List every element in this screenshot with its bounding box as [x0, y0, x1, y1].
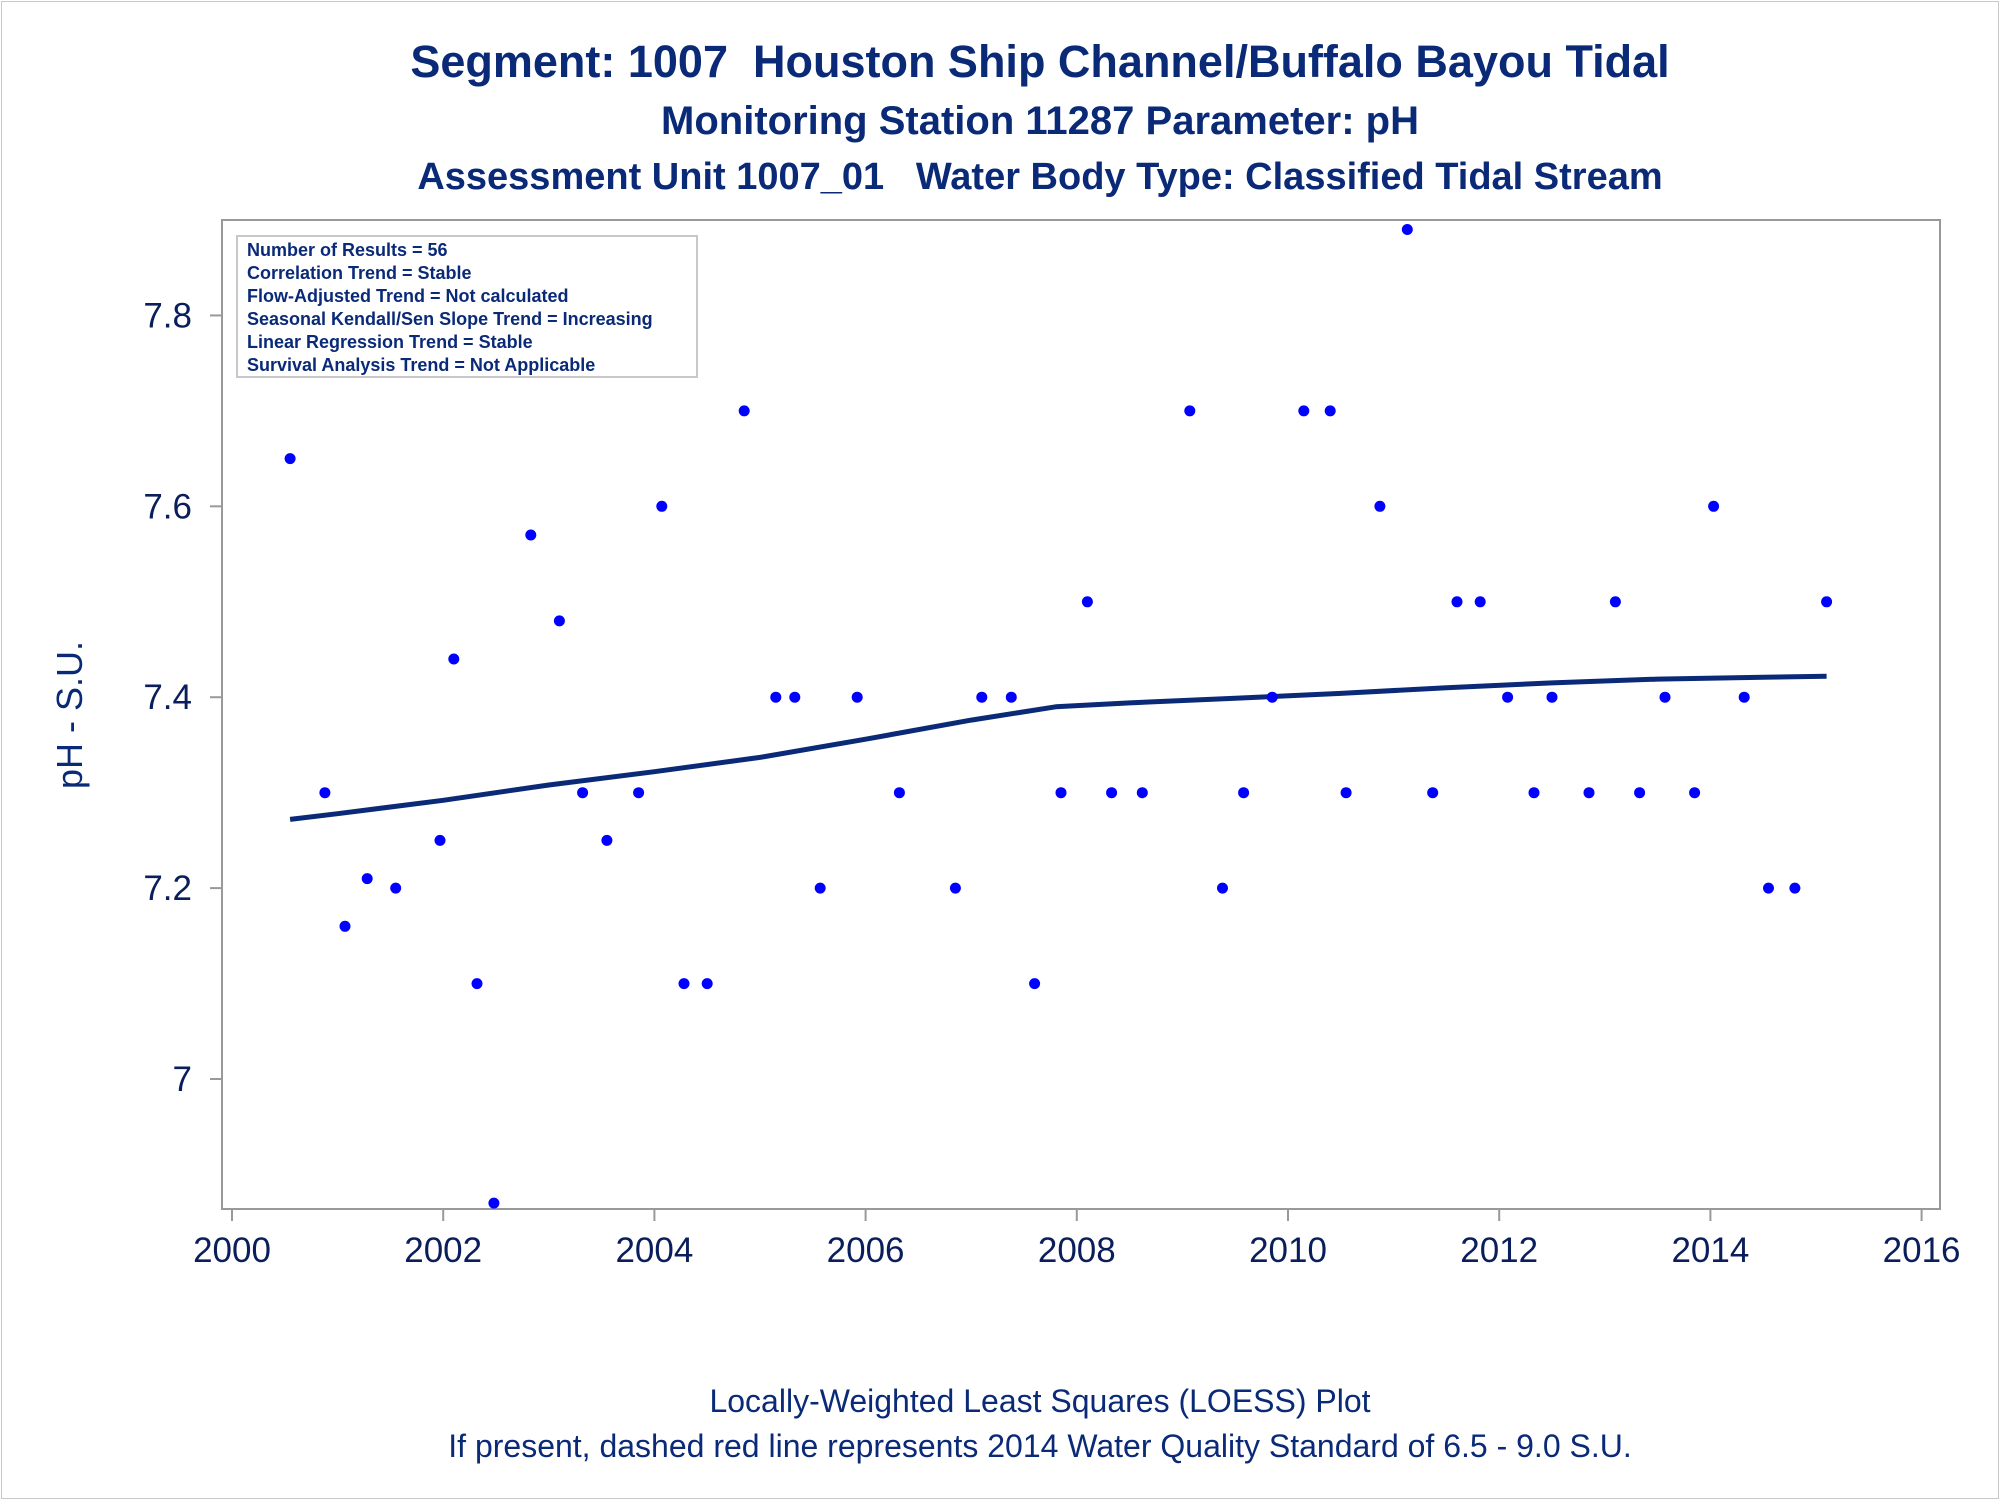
footnote-standard: If present, dashed red line represents 2… — [448, 1428, 1632, 1464]
data-point — [1217, 882, 1228, 894]
data-point — [893, 787, 905, 799]
data-point — [1266, 691, 1278, 703]
data-point — [1106, 787, 1118, 799]
data-point — [553, 615, 565, 627]
data-point — [1427, 787, 1439, 799]
data-point — [789, 691, 801, 703]
data-point — [633, 787, 645, 799]
loess-trend-line — [289, 673, 1827, 822]
footnote-loess: Locally-Weighted Least Squares (LOESS) P… — [709, 1383, 1371, 1419]
data-point — [976, 691, 988, 703]
data-point — [678, 978, 690, 990]
data-point — [448, 653, 460, 665]
legend-line-results: Number of Results = 56 — [247, 240, 448, 260]
data-point — [1821, 596, 1833, 608]
data-point — [339, 920, 351, 932]
data-point — [488, 1197, 500, 1209]
x-tick-label: 2016 — [1883, 1231, 1961, 1270]
data-point — [1055, 787, 1067, 799]
data-point — [851, 691, 863, 703]
chart-subtitle-2: Assessment Unit 1007_01 Water Body Type:… — [417, 156, 1663, 198]
data-point — [814, 882, 826, 894]
x-tick-label: 2012 — [1460, 1231, 1538, 1270]
data-point — [1324, 405, 1336, 417]
y-tick-label: 7.8 — [143, 296, 192, 335]
y-axis-label: pH - S.U. — [49, 641, 90, 789]
data-point — [1789, 882, 1801, 894]
data-point — [1184, 405, 1196, 417]
data-point — [1136, 787, 1148, 799]
data-marks — [284, 224, 1833, 1209]
data-point — [1298, 405, 1310, 417]
data-point — [738, 405, 750, 417]
data-point — [284, 453, 296, 465]
chart-title: Segment: 1007 Houston Ship Channel/Buffa… — [410, 36, 1670, 87]
stats-legend-box — [236, 235, 698, 378]
data-point — [1451, 596, 1463, 608]
x-tick-label: 2014 — [1671, 1231, 1749, 1270]
legend-line-correlation: Correlation Trend = Stable — [247, 263, 472, 283]
y-tick-label: 7.6 — [143, 487, 192, 526]
data-point — [361, 873, 373, 885]
data-point — [1659, 691, 1671, 703]
legend-line-seasonal-kendall: Seasonal Kendall/Sen Slope Trend = Incre… — [247, 309, 653, 329]
x-tick-label: 2004 — [615, 1231, 693, 1270]
x-tick-label: 2006 — [827, 1231, 905, 1270]
data-point — [1340, 787, 1352, 799]
axes: 2000 2002 2004 2006 2008 2010 2012 2014 2016 7 7.2… — [143, 296, 1960, 1270]
x-tick-label: 2002 — [404, 1231, 482, 1270]
data-point — [434, 834, 446, 846]
data-point — [1583, 787, 1595, 799]
data-point — [656, 500, 668, 512]
y-tick-label: 7.4 — [143, 678, 192, 717]
data-point — [601, 834, 613, 846]
y-tick-label: 7 — [173, 1060, 192, 1099]
data-point — [525, 529, 537, 541]
data-point — [770, 691, 782, 703]
data-point — [1502, 691, 1514, 703]
data-point — [1029, 978, 1041, 990]
data-point — [1609, 596, 1621, 608]
data-point — [1634, 787, 1646, 799]
data-point — [1738, 691, 1750, 703]
y-tick-label: 7.2 — [143, 869, 192, 908]
data-point — [1528, 787, 1540, 799]
legend-line-survival: Survival Analysis Trend = Not Applicable — [247, 355, 595, 375]
data-point — [390, 882, 402, 894]
data-point — [1081, 596, 1093, 608]
data-point — [1474, 596, 1486, 608]
chart-subtitle: Monitoring Station 11287 Parameter: pH — [661, 99, 1419, 143]
data-point — [1689, 787, 1701, 799]
data-point — [1708, 500, 1720, 512]
data-point — [471, 978, 483, 990]
x-tick-label: 2008 — [1038, 1231, 1116, 1270]
data-point — [1546, 691, 1558, 703]
legend-line-linear-regression: Linear Regression Trend = Stable — [247, 332, 533, 352]
data-point — [1401, 224, 1413, 235]
x-tick-label: 2010 — [1249, 1231, 1327, 1270]
data-point — [577, 787, 589, 799]
data-point — [701, 978, 713, 990]
stats-legend: Number of Results = 56 Correlation Trend… — [236, 235, 698, 378]
data-point — [949, 882, 961, 894]
legend-line-flow-adjusted: Flow-Adjusted Trend = Not calculated — [247, 286, 569, 306]
data-point — [1763, 882, 1774, 894]
data-point — [1005, 691, 1017, 703]
x-tick-label: 2000 — [193, 1231, 271, 1270]
data-point — [1374, 500, 1386, 512]
data-point — [1238, 787, 1250, 799]
plot-area — [221, 219, 1941, 1210]
data-point — [319, 787, 331, 799]
